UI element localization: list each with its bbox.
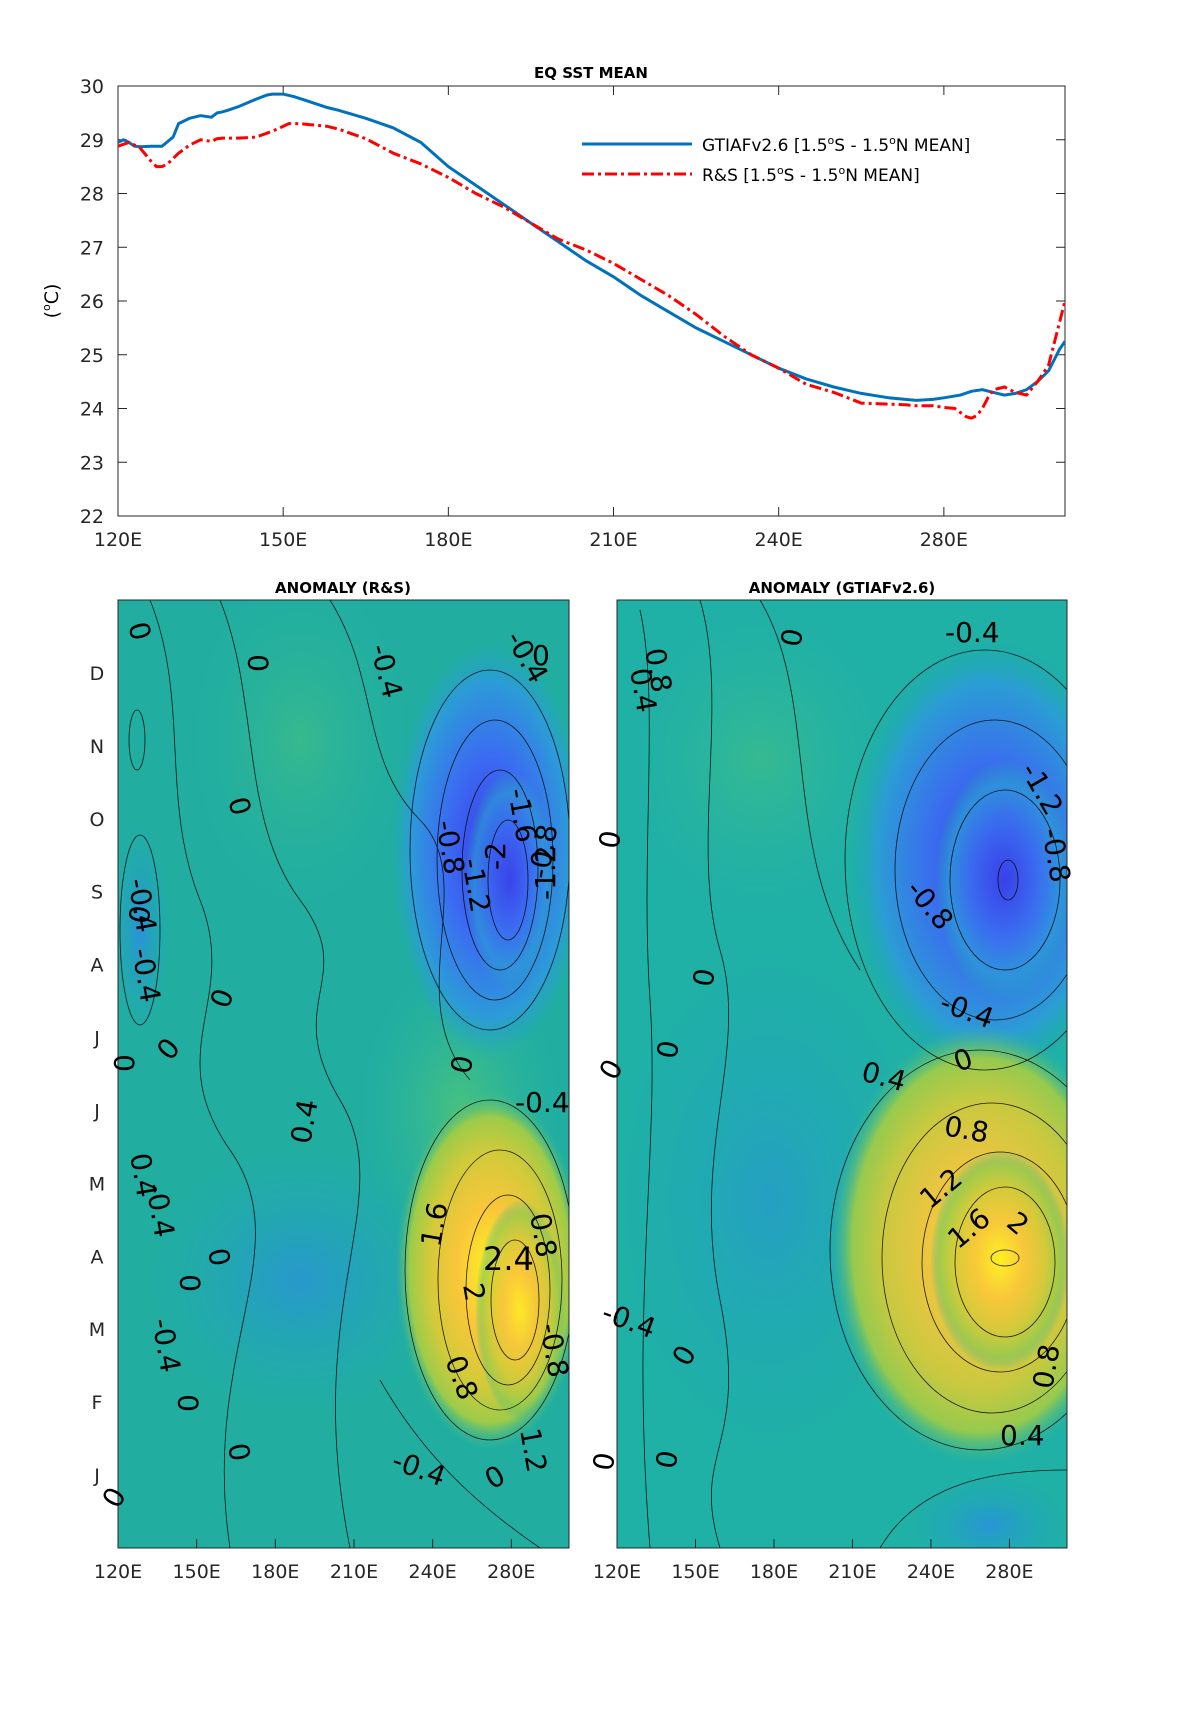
contour-label: 0 xyxy=(592,828,628,851)
x-tick-label: 280E xyxy=(920,529,968,551)
contour-label: 0.8 xyxy=(638,645,678,695)
contour-label: 2.4 xyxy=(483,1240,534,1278)
legend: GTIAFv2.6 [1.5oS - 1.5oN MEAN] R&S [1.5o… xyxy=(582,134,970,186)
x-tick-label: 240E xyxy=(755,529,803,551)
contour-label: 0 xyxy=(650,1038,686,1061)
y-axis: 22 23 24 25 26 27 28 29 30 xyxy=(80,76,1065,528)
sst-mean-chart: EQ SST MEAN 120E 150E 180E 210E 240E 280E 222… xyxy=(40,64,1066,551)
y-tick-label: J xyxy=(93,1028,100,1050)
y-tick-label: J xyxy=(93,1465,100,1487)
x-tick-label: 180E xyxy=(750,1561,798,1583)
contour-label: 1.6 xyxy=(414,1200,454,1250)
x-tick-label: 240E xyxy=(409,1561,457,1583)
x-tick-label: 280E xyxy=(487,1561,535,1583)
contour-label: 0 xyxy=(649,1448,685,1471)
contour-label: -1.2 xyxy=(529,845,562,900)
series-line-gtiaf xyxy=(118,92,1065,402)
y-tick-label: F xyxy=(92,1392,103,1414)
y-tick-label: 28 xyxy=(80,184,104,206)
contour-label: 0.4 xyxy=(123,1150,163,1200)
x-tick-label: 120E xyxy=(94,529,142,551)
x-axis: 120E 150E 180E 210E 240E 280E xyxy=(94,86,968,551)
y-tick-label: 30 xyxy=(80,76,104,98)
chart-title: EQ SST MEAN xyxy=(534,64,648,82)
contour-label: 0 xyxy=(122,903,158,926)
y-tick-label: N xyxy=(90,736,104,758)
contour-label: 0.8 xyxy=(942,1109,992,1149)
x-tick-label: 120E xyxy=(593,1561,641,1583)
y-tick-label: A xyxy=(91,1246,104,1268)
x-tick-label: 150E xyxy=(259,529,307,551)
x-tick-label: 210E xyxy=(828,1561,876,1583)
y-tick-label: 26 xyxy=(80,291,104,313)
plot-area xyxy=(117,85,1066,517)
contour-label: 0 xyxy=(586,1450,622,1473)
anomaly-rs-chart: ANOMALY (R&S) xyxy=(89,579,575,1583)
contour-label: 0.8 xyxy=(523,1210,563,1260)
contour-label: 0 xyxy=(686,966,722,989)
x-tick-label: 280E xyxy=(985,1561,1033,1583)
legend-label-gtiaf: GTIAFv2.6 [1.5oS - 1.5oN MEAN] xyxy=(702,134,970,156)
y-axis-label: (oC) xyxy=(40,284,63,319)
contour-label: -0.4 xyxy=(515,1086,570,1119)
legend-label-rs: R&S [1.5oS - 1.5oN MEAN] xyxy=(702,164,920,186)
y-tick-label: J xyxy=(93,1100,100,1122)
contour-label: 0 xyxy=(174,1274,207,1292)
x-tick-label: 210E xyxy=(589,529,637,551)
y-tick-label: 27 xyxy=(80,237,104,259)
contour-label: 0 xyxy=(242,654,275,672)
chart-title: ANOMALY (R&S) xyxy=(275,579,411,597)
y-tick-label: A xyxy=(91,955,104,977)
y-tick-label: O xyxy=(90,809,105,831)
x-tick-label: 150E xyxy=(671,1561,719,1583)
y-axis: J F M A M J J A S O N D xyxy=(89,663,105,1487)
contour-label: 0 xyxy=(774,626,810,649)
x-tick-label: 180E xyxy=(424,529,472,551)
contour-label: 1.2 xyxy=(513,1425,553,1475)
heatmap-field xyxy=(118,600,569,1548)
y-tick-label: 22 xyxy=(80,506,104,528)
contour-label: 0.4 xyxy=(284,1097,324,1147)
contour-label: 0 xyxy=(108,1054,141,1072)
x-tick-label: 150E xyxy=(173,1561,221,1583)
y-tick-label: S xyxy=(91,882,103,904)
y-tick-label: M xyxy=(89,1173,105,1195)
x-tick-label: 210E xyxy=(330,1561,378,1583)
y-tick-label: 25 xyxy=(80,345,104,367)
y-tick-label: 23 xyxy=(80,452,104,474)
contour-label: 0 xyxy=(221,1440,257,1463)
x-tick-label: 120E xyxy=(94,1561,142,1583)
contour-label: -2 xyxy=(479,842,512,870)
contour-label: 0 xyxy=(201,1245,237,1268)
contour-label: 0 xyxy=(444,1053,480,1076)
contour-label: 0 xyxy=(172,1394,205,1412)
y-tick-label: 24 xyxy=(80,399,104,421)
contour-label: -0.4 xyxy=(945,616,1000,649)
contour-label: 0.8 xyxy=(1026,1342,1066,1392)
x-axis: 120E 150E 180E 210E 240E 280E xyxy=(94,1539,535,1583)
y-tick-label: D xyxy=(90,663,105,685)
y-tick-label: M xyxy=(89,1319,105,1341)
x-tick-label: 240E xyxy=(907,1561,955,1583)
x-axis: 120E 150E 180E 210E 240E 280E xyxy=(593,1539,1034,1583)
x-tick-label: 180E xyxy=(251,1561,299,1583)
heatmap-field xyxy=(617,600,1067,1548)
contour-label: 0.4 xyxy=(1000,1419,1045,1452)
chart-title: ANOMALY (GTIAFv2.6) xyxy=(749,579,936,597)
contour-label: 0 xyxy=(532,639,550,672)
contour-label: 0.4 xyxy=(623,665,663,715)
anomaly-gtiaf-chart: ANOMALY (GTIAFv2.6) xyxy=(586,579,1077,1583)
contour-label: 2 xyxy=(456,1280,492,1303)
y-tick-label: 29 xyxy=(80,130,104,152)
